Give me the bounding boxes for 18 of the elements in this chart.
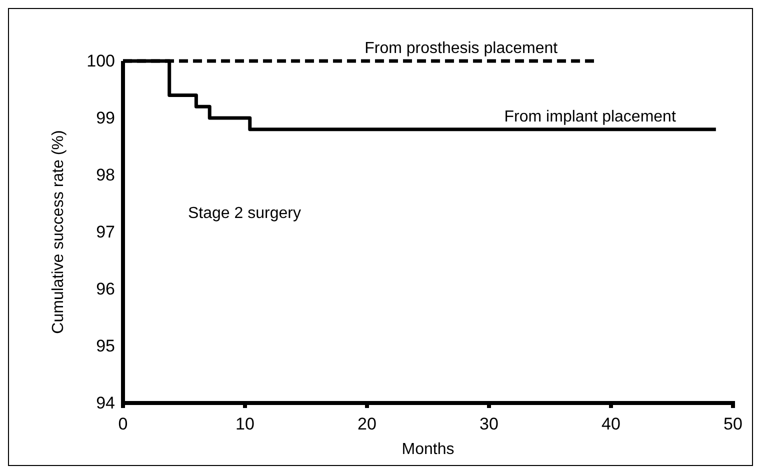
x-axis-title: Months	[402, 441, 454, 458]
series-label: From prosthesis placement	[364, 40, 558, 57]
y-tick-label: 99	[96, 108, 115, 128]
x-tick-label: 20	[358, 414, 376, 434]
series-label: From implant placement	[504, 108, 676, 126]
y-tick-label: 94	[96, 393, 115, 412]
x-tick-label: 10	[236, 414, 254, 434]
y-tick-label: 98	[96, 165, 115, 184]
x-tick-label: 40	[602, 414, 620, 434]
x-tick-label: 50	[724, 414, 742, 434]
y-axis-title: Cumulative success rate (%)	[50, 130, 67, 334]
x-tick-label: 30	[480, 414, 498, 434]
x-tick-label: 0	[118, 414, 128, 434]
annotation: Stage 2 surgery	[188, 205, 301, 222]
y-tick-label: 96	[96, 279, 115, 298]
y-tick-label: 100	[86, 51, 115, 70]
y-tick-label: 95	[96, 336, 115, 356]
y-tick-label: 97	[96, 222, 115, 242]
